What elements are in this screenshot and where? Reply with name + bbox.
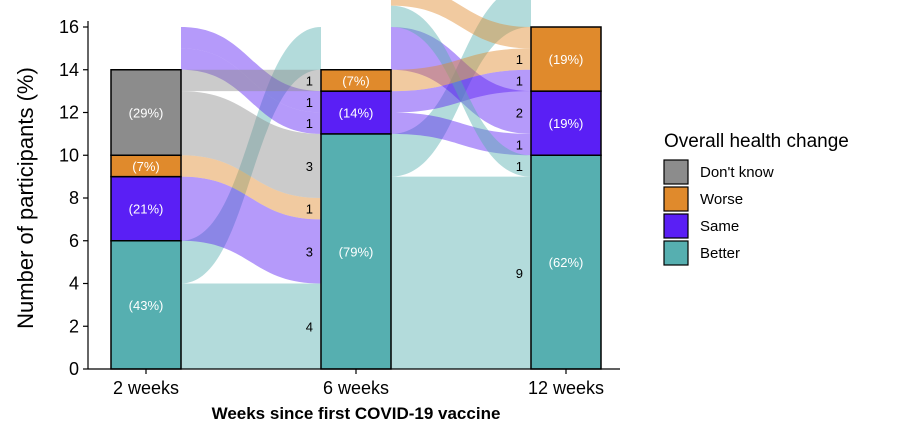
y-tick-label: 2 <box>69 316 79 336</box>
flow-layer: 4 3 1 3 1 1 1 9 1 2 1 1 1 <box>181 0 531 369</box>
x-tick-label: 6 weeks <box>323 378 389 398</box>
flow-count-label: 3 <box>306 159 313 174</box>
legend-title: Overall health change <box>664 131 849 152</box>
legend-label-same: Same <box>700 218 739 235</box>
y-axis-title: Number of participants (%) <box>13 67 38 329</box>
legend-swatch-same <box>663 213 689 239</box>
segment-percent-label: (7%) <box>342 73 369 88</box>
flow-better-to-better <box>181 283 321 369</box>
bar-segment-better <box>110 240 182 370</box>
segment-percent-label: (19%) <box>549 52 584 67</box>
y-tick-label: 8 <box>69 188 79 208</box>
bar-segment-worse <box>320 69 392 92</box>
flow-count-label: 1 <box>306 202 313 217</box>
flow-count-label: 1 <box>516 138 523 153</box>
bar-layer: (43%) (21%) (7%) (29%) (79%) (14%) (7%) (62%) (1… <box>110 26 602 370</box>
flow-count-label: 1 <box>306 73 313 88</box>
x-axis-title: Weeks since first COVID-19 vaccine <box>212 404 501 423</box>
segment-percent-label: (29%) <box>129 106 164 121</box>
segment-percent-label: (19%) <box>549 116 584 131</box>
x-tick-label: 2 weeks <box>113 378 179 398</box>
flow-same-to-same <box>391 112 531 156</box>
flow-missing-to-same <box>181 48 321 134</box>
flow-count-label: 1 <box>516 73 523 88</box>
segment-percent-label: (7%) <box>132 159 159 174</box>
y-tick-label: 12 <box>59 103 79 123</box>
flow-same-to-worse <box>391 69 531 113</box>
flow-missing-to-same <box>181 27 321 113</box>
flow-same-to-better <box>181 176 321 284</box>
flow-count-label: 1 <box>516 52 523 67</box>
bar-segment-better <box>320 133 392 370</box>
legend-label-better: Better <box>700 245 740 262</box>
flow-count-label: 4 <box>306 319 313 334</box>
y-tick-label: 10 <box>59 145 79 165</box>
flow-count-label: 2 <box>516 106 523 121</box>
flow-count-label: 1 <box>516 159 523 174</box>
legend-swatch-dontknow <box>663 159 689 185</box>
segment-percent-label: (21%) <box>129 202 164 217</box>
bar-segment-worse <box>530 26 602 92</box>
y-tick-label: 4 <box>69 274 79 294</box>
flow-missing-to-better <box>391 5 531 177</box>
flow-dontknow-to-better <box>181 91 321 198</box>
legend-label-dontknow: Don't know <box>700 164 774 181</box>
bar-segment-same <box>110 175 182 242</box>
flow-count-label: 1 <box>306 95 313 110</box>
flow-count-label: 3 <box>306 244 313 259</box>
segment-percent-label: (79%) <box>339 244 374 259</box>
legend-label-worse: Worse <box>700 191 743 208</box>
flow-dontknow-to-worse <box>181 69 321 92</box>
flow-worse-to-worse <box>391 48 531 92</box>
segment-percent-label: (62%) <box>549 255 584 270</box>
bar-segment-dontknow <box>110 69 182 156</box>
flow-count-label: 1 <box>306 116 313 131</box>
flow-count-label: 9 <box>516 266 523 281</box>
segment-percent-label: (43%) <box>129 298 164 313</box>
y-tick-label: 14 <box>59 60 79 80</box>
y-tick-label: 16 <box>59 17 79 37</box>
flow-better-to-missing <box>391 0 531 177</box>
legend: Overall health change Don't know Worse Sam… <box>663 131 849 266</box>
flow-missing-to-worse <box>391 0 531 49</box>
flow-better-to-missing <box>181 27 321 284</box>
x-tick-label: 12 weeks <box>528 378 604 398</box>
y-tick-label: 0 <box>69 359 79 379</box>
legend-swatch-worse <box>663 186 689 212</box>
flow-missing-to-same <box>391 27 531 134</box>
flow-better-to-better <box>391 176 531 369</box>
legend-swatch-better <box>663 240 689 266</box>
flow-worse-to-better <box>181 155 321 220</box>
y-tick-label: 6 <box>69 231 79 251</box>
segment-percent-label: (14%) <box>339 106 374 121</box>
